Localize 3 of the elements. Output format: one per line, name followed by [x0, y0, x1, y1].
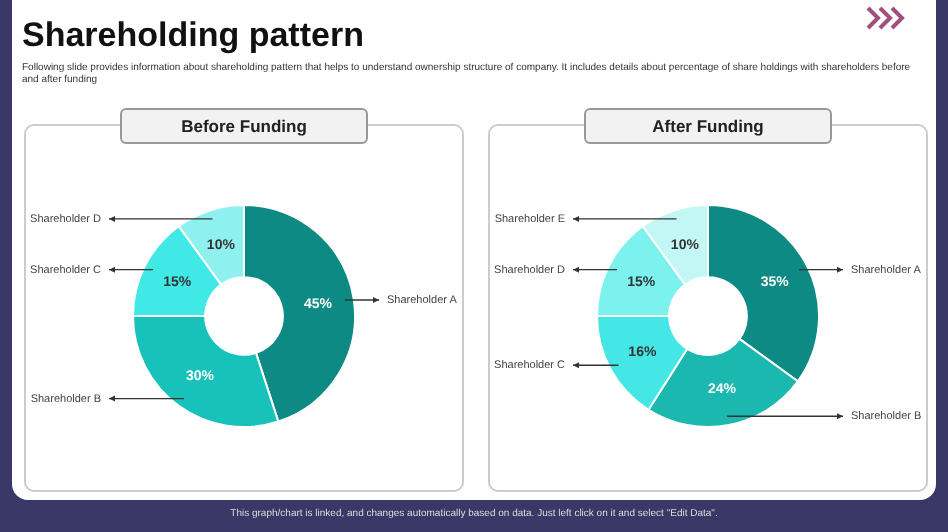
text: Shareholding pattern	[22, 16, 364, 56]
chart-title: After Funding	[584, 108, 832, 144]
chart-title: Before Funding	[120, 108, 368, 144]
